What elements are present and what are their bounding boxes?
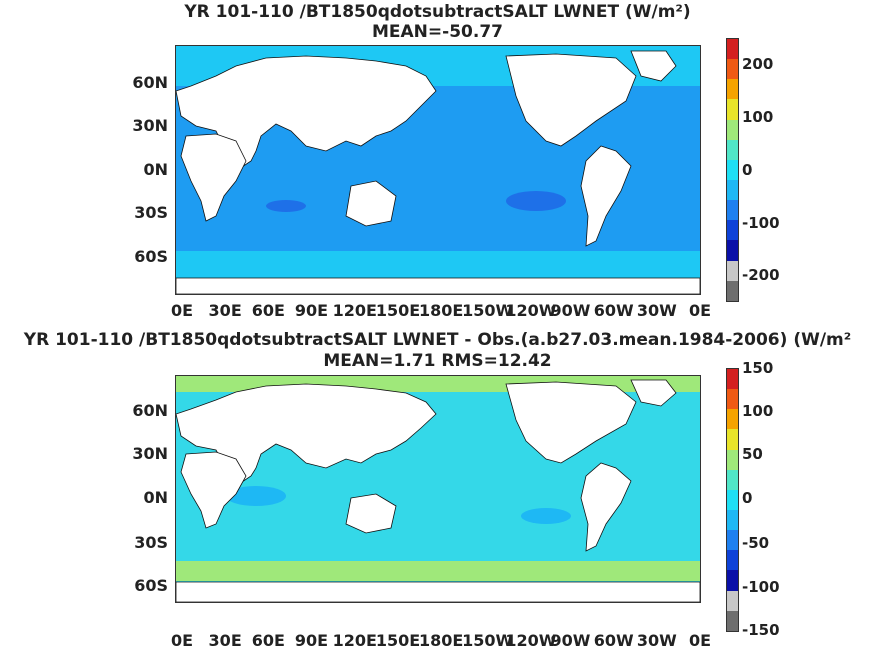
lon-label: 150W bbox=[462, 631, 514, 650]
map1-lat-label: 30S bbox=[134, 203, 168, 222]
lon-label: 60E bbox=[251, 301, 285, 320]
colorbar-segment bbox=[727, 119, 738, 140]
lon-label: 90E bbox=[294, 631, 329, 650]
lon-label: 150E bbox=[375, 631, 421, 650]
map2-colorbar-tick: -50 bbox=[742, 534, 770, 552]
colorbar-segment bbox=[727, 369, 738, 390]
lon-label: 120E bbox=[332, 631, 377, 650]
colorbar-segment bbox=[727, 200, 738, 221]
colorbar-segment bbox=[727, 179, 738, 201]
lon-label: 30E bbox=[208, 301, 242, 320]
map2-lat-label: 60N bbox=[132, 401, 168, 420]
map2-lat-label: 30N bbox=[132, 444, 168, 463]
colorbar-segment bbox=[727, 590, 738, 611]
colorbar-segment bbox=[727, 39, 738, 60]
lon-label: 0E bbox=[688, 631, 712, 650]
lon-label: 30W bbox=[636, 301, 677, 320]
map2-land bbox=[176, 379, 700, 602]
colorbar-segment bbox=[727, 260, 738, 281]
colorbar-segment bbox=[727, 570, 738, 591]
map2-colorbar-tick: 50 bbox=[742, 445, 763, 463]
colorbar-segment bbox=[727, 79, 738, 100]
map1-lat-label: 30N bbox=[132, 116, 168, 135]
map1-mean: MEAN=-50.77 bbox=[372, 22, 503, 42]
colorbar-segment bbox=[727, 409, 738, 430]
colorbar-segment bbox=[727, 530, 738, 551]
map2-colorbar bbox=[726, 368, 739, 632]
colorbar-segment bbox=[727, 389, 738, 410]
colorbar-segment bbox=[727, 240, 738, 261]
map1-colorbar-tick: 0 bbox=[742, 161, 753, 179]
lon-label: 180E bbox=[419, 301, 464, 320]
lon-label: 90E bbox=[294, 301, 329, 320]
map2-stats: MEAN=1.71 RMS=12.42 bbox=[323, 351, 552, 371]
lon-label: 0E bbox=[688, 301, 712, 320]
lon-label: 30W bbox=[636, 631, 677, 650]
colorbar-segment bbox=[727, 610, 738, 631]
colorbar-segment bbox=[727, 550, 738, 571]
colorbar-segment bbox=[727, 469, 738, 490]
lon-label: 90W bbox=[550, 301, 591, 320]
lon-label: 60W bbox=[593, 301, 634, 320]
lon-label: 90W bbox=[550, 631, 591, 650]
colorbar-segment bbox=[727, 509, 738, 531]
map2-colorbar-tick: -150 bbox=[742, 621, 780, 639]
map1-title: YR 101-110 /BT1850qdotsubtractSALT LWNET… bbox=[184, 2, 691, 22]
map1-colorbar-tick: -200 bbox=[742, 266, 780, 284]
map1-colorbar-tick: 200 bbox=[742, 55, 774, 73]
map2-svg bbox=[176, 376, 700, 602]
colorbar-segment bbox=[727, 59, 738, 80]
lon-label: 180E bbox=[419, 631, 464, 650]
lon-label: 150E bbox=[375, 301, 421, 320]
map1-colorbar-tick: 100 bbox=[742, 108, 774, 126]
map1-lat-label: 60N bbox=[132, 73, 168, 92]
colorbar-segment bbox=[727, 449, 738, 470]
colorbar-segment bbox=[727, 139, 738, 160]
lon-label: 120W bbox=[505, 301, 557, 320]
lon-label: 120W bbox=[505, 631, 557, 650]
map2-lat-label: 30S bbox=[134, 533, 168, 552]
map2-title: YR 101-110 /BT1850qdotsubtractSALT LWNET… bbox=[23, 330, 852, 350]
map2-colorbar-tick: 100 bbox=[742, 402, 774, 420]
colorbar-segment bbox=[727, 99, 738, 120]
colorbar-segment bbox=[727, 280, 738, 301]
map2-lat-label: 60S bbox=[134, 576, 168, 595]
lon-label: 0E bbox=[170, 631, 194, 650]
map2-lat-label: 0N bbox=[143, 488, 168, 507]
map1-lat-label: 60S bbox=[134, 247, 168, 266]
map2-colorbar-tick: -100 bbox=[742, 578, 780, 596]
map1-colorbar bbox=[726, 38, 739, 302]
lon-label: 0E bbox=[170, 301, 194, 320]
colorbar-segment bbox=[727, 220, 738, 241]
map2-south-band bbox=[176, 561, 700, 581]
lon-label: 30E bbox=[208, 631, 242, 650]
colorbar-segment bbox=[727, 429, 738, 450]
lon-label: 60W bbox=[593, 631, 634, 650]
map2-colorbar-tick: 150 bbox=[742, 359, 774, 377]
colorbar-segment bbox=[727, 489, 738, 510]
lon-label: 60E bbox=[251, 631, 285, 650]
map1-svg bbox=[176, 46, 700, 294]
map2-colorbar-tick: 0 bbox=[742, 489, 753, 507]
map2-panel bbox=[175, 375, 701, 603]
map1-land bbox=[176, 50, 700, 294]
colorbar-segment bbox=[727, 159, 738, 180]
lon-label: 120E bbox=[332, 301, 377, 320]
lon-label: 150W bbox=[462, 301, 514, 320]
map1-colorbar-tick: -100 bbox=[742, 214, 780, 232]
map1-panel bbox=[175, 45, 701, 295]
map1-lat-label: 0N bbox=[143, 160, 168, 179]
